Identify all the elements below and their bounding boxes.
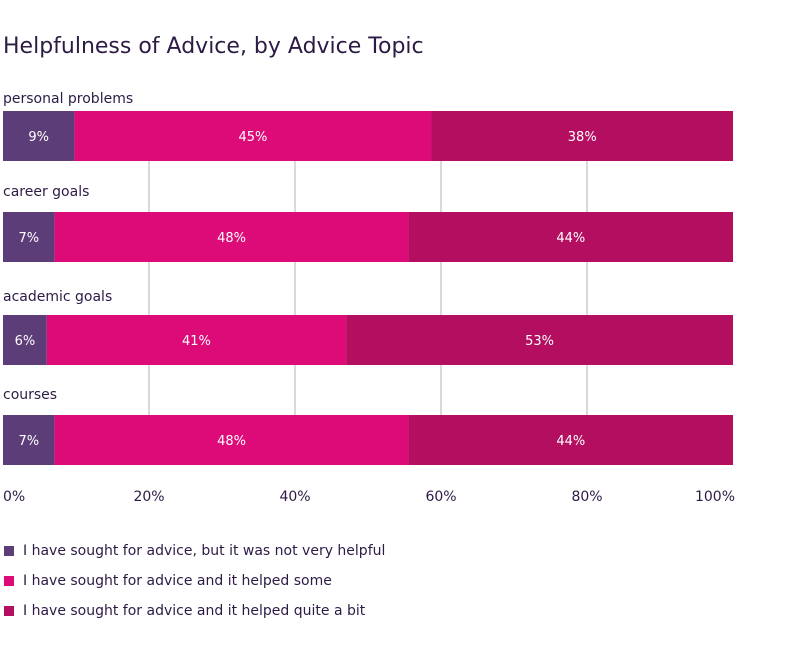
bar-segment (3, 415, 55, 465)
data-label: 7% (18, 231, 39, 246)
x-tick-label: 80% (571, 489, 602, 505)
x-tick-label: 100% (695, 489, 735, 505)
category-label: courses (3, 387, 57, 403)
data-label: 41% (182, 334, 211, 349)
legend: I have sought for advice, but it was not… (4, 536, 385, 626)
x-tick-label: 0% (3, 489, 25, 505)
data-label: 7% (18, 434, 39, 449)
bar-segment (431, 111, 733, 161)
data-label: 48% (217, 231, 246, 246)
legend-label: I have sought for advice and it helped s… (23, 573, 332, 589)
x-tick-label: 20% (133, 489, 164, 505)
data-label: 45% (238, 130, 267, 145)
data-label: 6% (15, 334, 36, 349)
legend-label: I have sought for advice, but it was not… (23, 543, 386, 559)
bar-segment (346, 315, 733, 365)
bar-segment (3, 315, 47, 365)
category-label: academic goals (3, 289, 112, 305)
legend-label: I have sought for advice and it helped q… (23, 603, 366, 619)
data-label: 9% (28, 130, 49, 145)
legend-swatch (4, 606, 14, 616)
bar-segment (54, 415, 409, 465)
bar-segment (408, 415, 733, 465)
x-tick-label: 40% (279, 489, 310, 505)
bar-segment (408, 212, 733, 262)
data-label: 48% (217, 434, 246, 449)
x-tick-label: 60% (425, 489, 456, 505)
data-label: 44% (556, 434, 585, 449)
category-label: career goals (3, 184, 89, 200)
category-label: personal problems (3, 91, 133, 107)
data-label: 44% (556, 231, 585, 246)
bar-segment (3, 212, 55, 262)
bar-segment (3, 111, 75, 161)
bar-segment (46, 315, 347, 365)
legend-item: I have sought for advice and it helped q… (4, 596, 385, 626)
legend-item: I have sought for advice, but it was not… (4, 536, 385, 566)
legend-swatch (4, 546, 14, 556)
data-label: 53% (525, 334, 554, 349)
chart-title: Helpfulness of Advice, by Advice Topic (3, 34, 424, 59)
bar-segment (74, 111, 432, 161)
legend-swatch (4, 576, 14, 586)
legend-item: I have sought for advice and it helped s… (4, 566, 385, 596)
bar-segment (54, 212, 409, 262)
data-label: 38% (568, 130, 597, 145)
